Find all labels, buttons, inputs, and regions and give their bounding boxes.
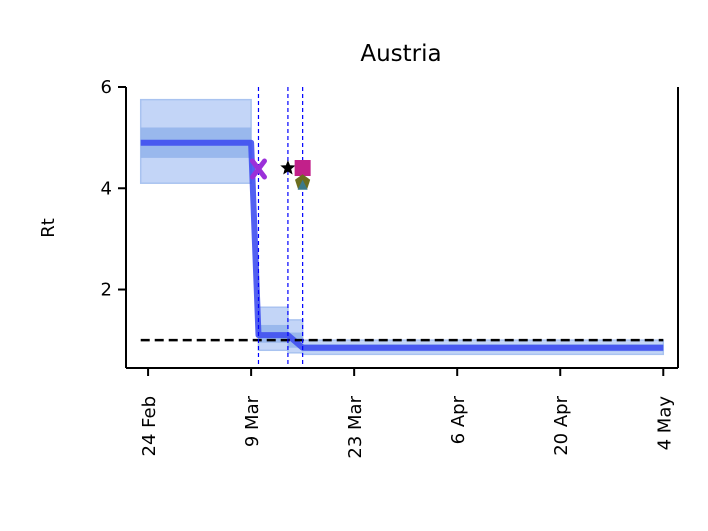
x-tick-label: 4 May xyxy=(654,396,675,451)
intervention-marker-star xyxy=(280,160,296,175)
x-tick-label: 9 Mar xyxy=(242,395,263,447)
x-tick-label: 24 Feb xyxy=(139,396,160,457)
y-tick-label: 4 xyxy=(101,178,112,199)
x-tick-label: 6 Apr xyxy=(448,395,469,444)
intervention-marker-triangle xyxy=(297,179,308,190)
rt-median-line xyxy=(140,139,664,351)
y-axis-label: Rt xyxy=(38,218,59,238)
intervention-marker-square xyxy=(294,160,311,177)
y-tick-label: 6 xyxy=(101,77,112,98)
x-tick-label: 20 Apr xyxy=(551,395,572,455)
intervention-marker-x xyxy=(249,158,267,180)
plot-area xyxy=(139,87,665,368)
axes: 2 4 6 24 Feb 9 Mar 23 Mar 6 Apr 20 Apr 4 May xyxy=(101,77,679,459)
y-tick-label: 2 xyxy=(101,280,112,301)
chart-title: Austria xyxy=(360,41,441,67)
x-tick-label: 23 Mar xyxy=(345,395,366,458)
